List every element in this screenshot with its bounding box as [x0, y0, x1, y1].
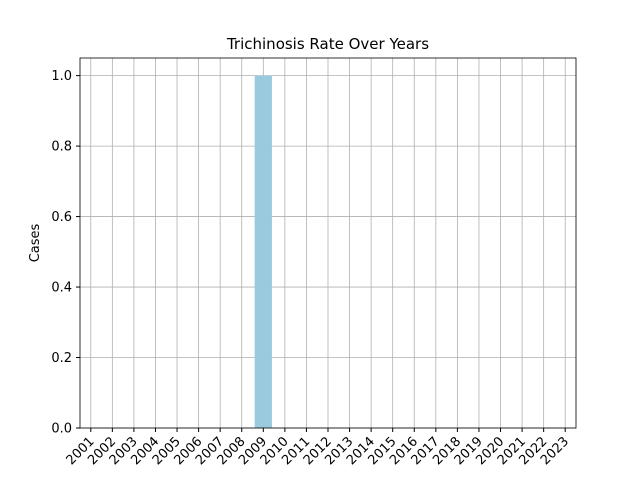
y-tick-label: 0.0 — [51, 422, 72, 437]
plot-frame — [79, 57, 577, 429]
y-tick-label: 0.4 — [51, 281, 72, 296]
y-tick-label: 0.6 — [51, 210, 72, 225]
y-tick-label: 0.8 — [51, 140, 72, 155]
y-axis-label: Cases — [28, 223, 43, 262]
y-tick-label: 0.2 — [51, 351, 72, 366]
y-tick-label: 1.0 — [51, 69, 72, 84]
bar — [254, 75, 272, 428]
chart-title: Trichinosis Rate Over Years — [226, 35, 429, 53]
